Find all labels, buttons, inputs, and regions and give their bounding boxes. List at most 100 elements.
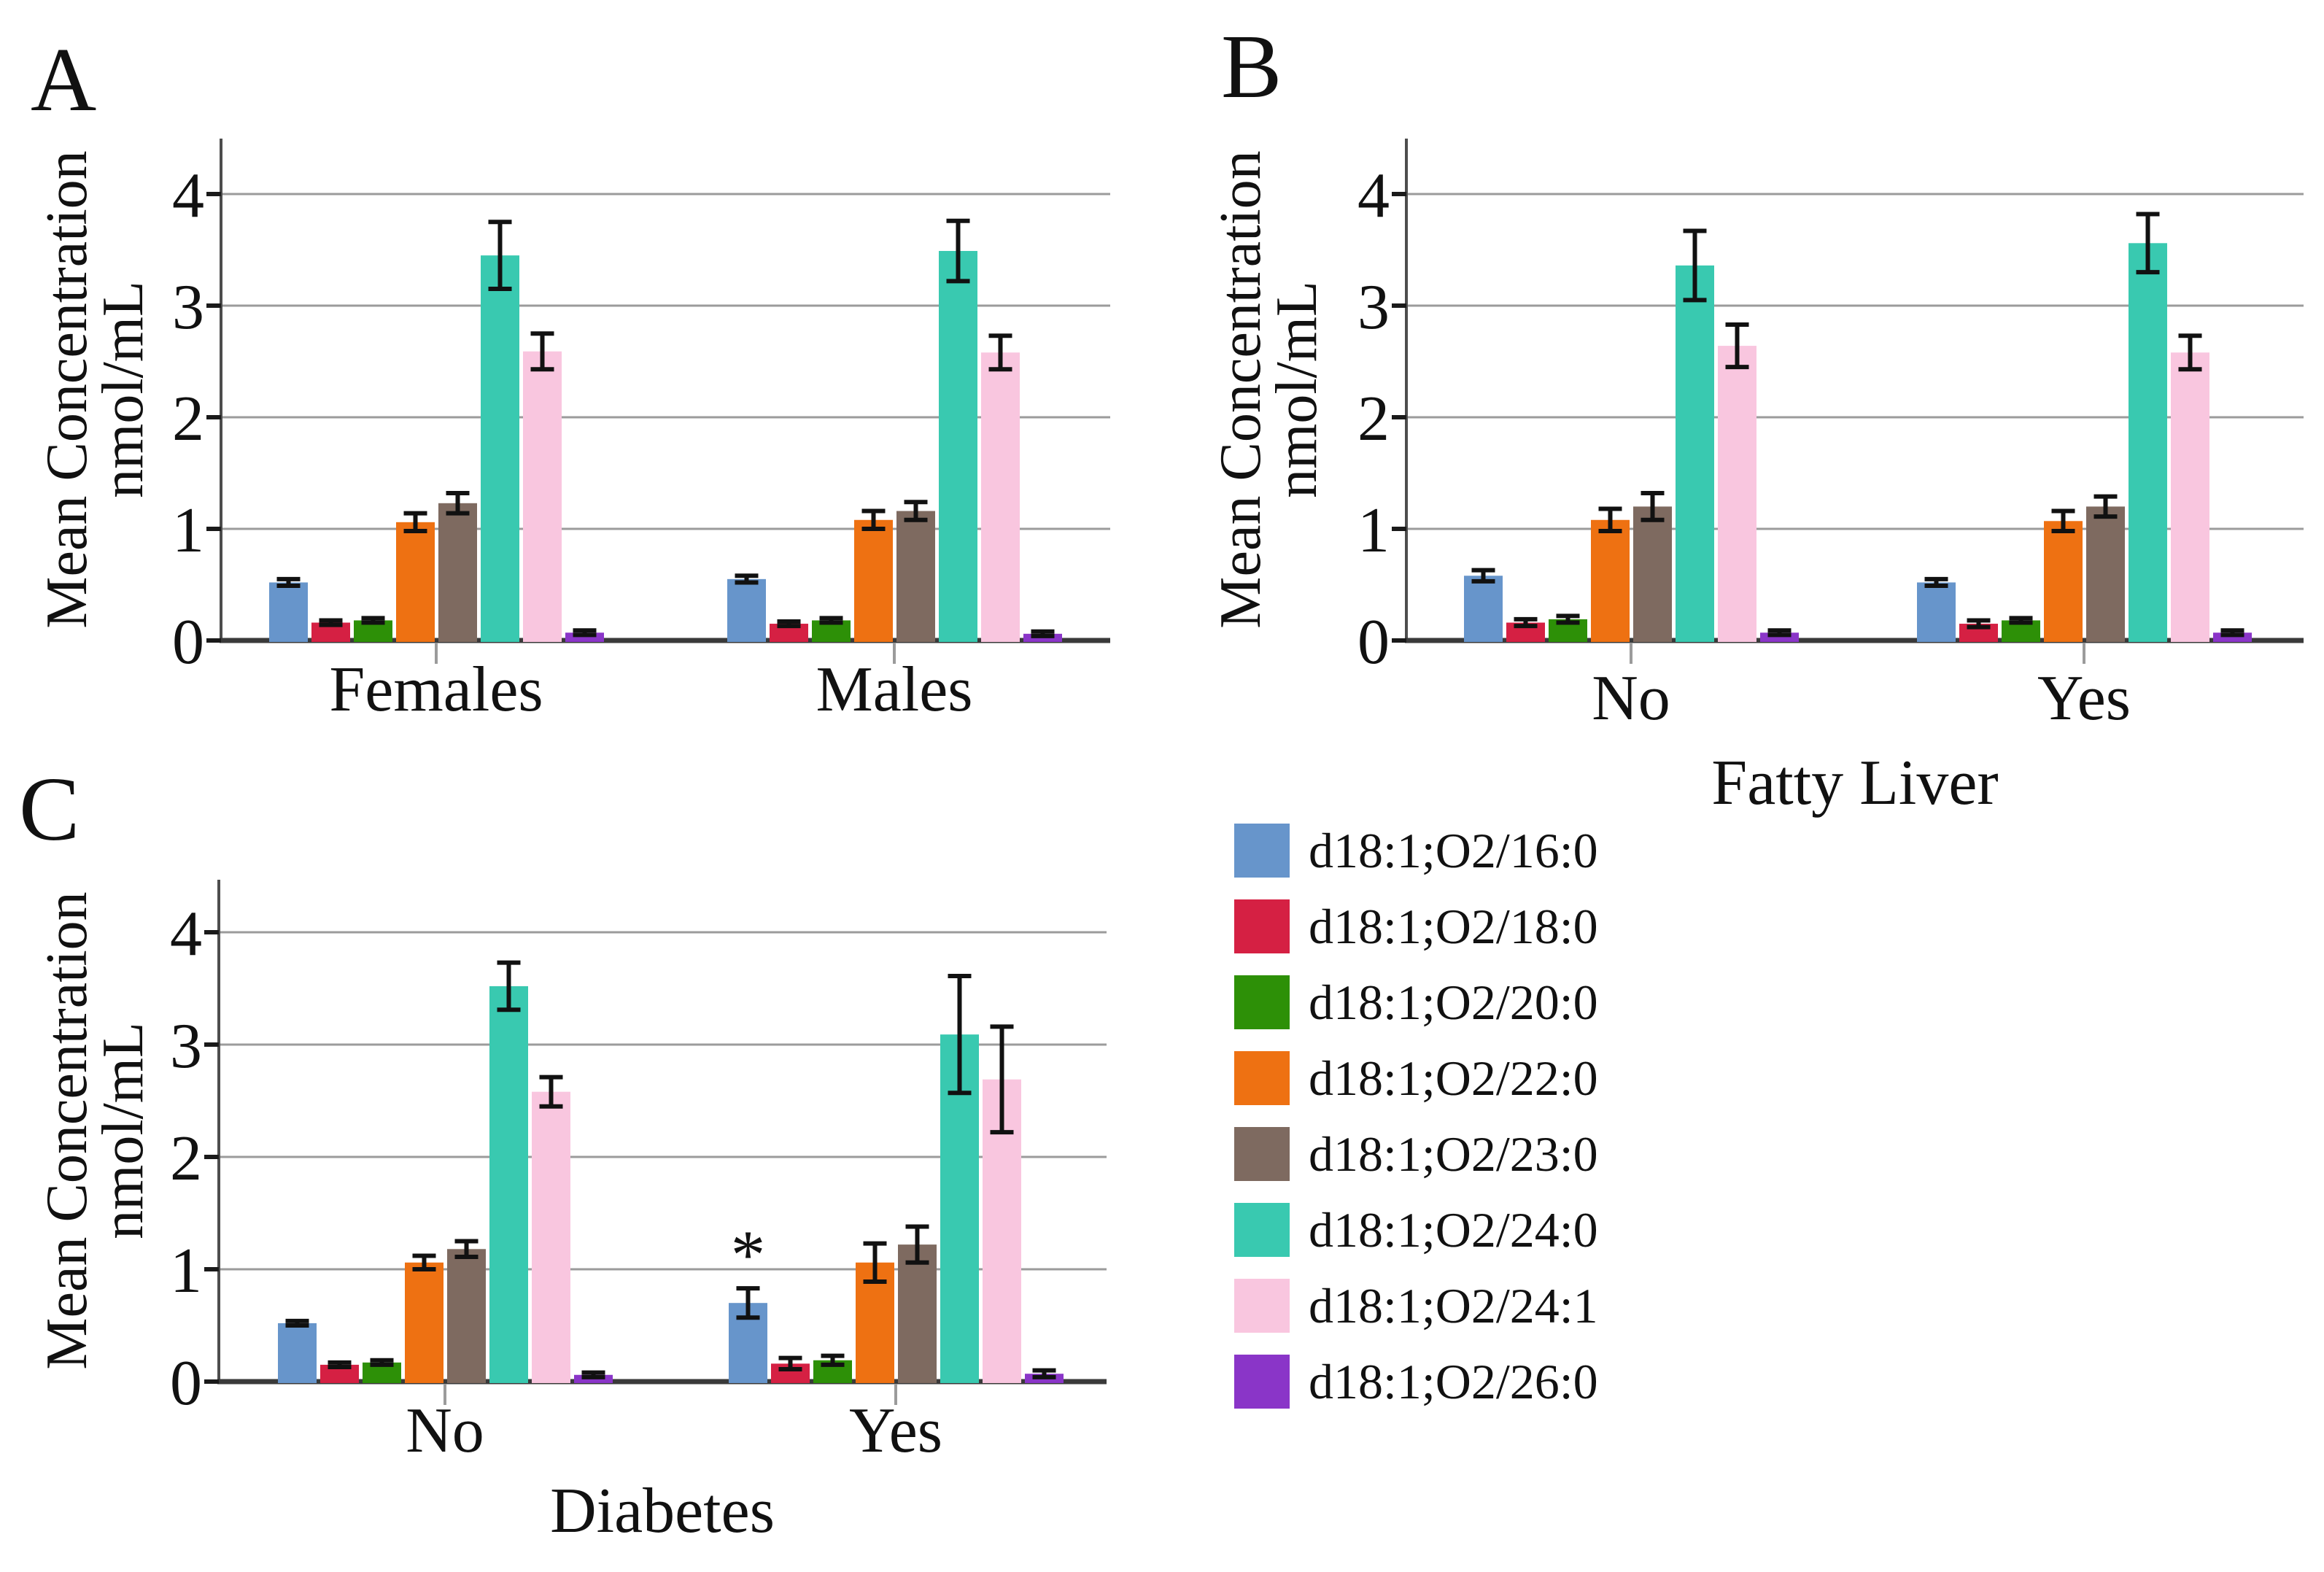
- y-tick-label-1: 1: [172, 495, 204, 566]
- error-bar: [1471, 568, 1495, 584]
- bar-b-no-s4: [1633, 506, 1672, 642]
- bar-b-no-s3: [1591, 519, 1630, 642]
- bar-a-females-s5: [481, 255, 519, 642]
- bar-b-yes-s0: [1917, 582, 1956, 642]
- bar-c-no-s0: [278, 1323, 317, 1383]
- bar-b-yes-s6: [2171, 352, 2209, 642]
- legend-swatch: [1234, 1127, 1290, 1181]
- panel-c-chart: 0 1 2 3 4 No Yes Diabetes Mean Concentrationnmol…: [35, 880, 1107, 1546]
- category-label-females: Females: [329, 654, 543, 725]
- error-bar: [446, 491, 470, 516]
- error-bar: [2093, 494, 2118, 519]
- error-bar: [990, 1024, 1014, 1135]
- legend-item-2: d18:1;O2/20:0: [1234, 975, 1598, 1029]
- error-bar: [1032, 1368, 1056, 1379]
- category-label-no: No: [1592, 663, 1670, 734]
- category-label-no: No: [406, 1395, 484, 1466]
- bar-a-males-s6: [981, 352, 1020, 642]
- category-label-males: Males: [816, 654, 972, 725]
- y-axis-label-line2: nmol/mL: [91, 281, 155, 498]
- y-tick-label-3: 3: [170, 1011, 202, 1082]
- error-bar: [777, 619, 801, 629]
- panel-a-chart: 0 1 2 3 4 Females Males Mean Concentrationnmol/…: [35, 139, 1110, 725]
- error-bar: [581, 1370, 605, 1379]
- legend-swatch: [1234, 1203, 1290, 1257]
- error-bar: [1641, 491, 1665, 522]
- y-tick-label-4: 4: [1357, 160, 1390, 231]
- legend-item-6: d18:1;O2/24:1: [1234, 1279, 1598, 1333]
- bar-a-males-s3: [854, 519, 893, 642]
- legend-item-0: d18:1;O2/16:0: [1234, 824, 1598, 878]
- y-tick-label-2: 2: [170, 1123, 202, 1194]
- legend: d18:1;O2/16:0 d18:1;O2/18:0 d18:1;O2/20:0 d…: [1234, 824, 1598, 1430]
- y-tick-label-3: 3: [172, 272, 204, 343]
- legend-item-7: d18:1;O2/26:0: [1234, 1355, 1598, 1409]
- error-bar: [370, 1358, 394, 1367]
- error-bar: [863, 1241, 887, 1284]
- error-bar: [276, 576, 301, 589]
- y-tick-label-2: 2: [1357, 384, 1390, 454]
- error-bar: [861, 508, 886, 531]
- legend-label: d18:1;O2/18:0: [1309, 899, 1598, 954]
- legend-label: d18:1;O2/20:0: [1309, 975, 1598, 1030]
- legend-label: d18:1;O2/16:0: [1309, 823, 1598, 878]
- bar-a-females-s0: [269, 582, 308, 642]
- panel-c-letter: C: [19, 759, 80, 860]
- bar-c-no-s5: [489, 986, 528, 1383]
- legend-label: d18:1;O2/26:0: [1309, 1354, 1598, 1409]
- error-bar: [285, 1318, 309, 1328]
- legend-item-4: d18:1;O2/23:0: [1234, 1127, 1598, 1181]
- bar-a-males-s5: [939, 251, 977, 642]
- legend-swatch: [1234, 975, 1290, 1029]
- bar-a-males-s4: [896, 511, 935, 642]
- error-bar: [403, 511, 427, 534]
- error-bar: [1683, 228, 1707, 303]
- y-axis-label-line2: nmol/mL: [1265, 281, 1329, 498]
- bar-b-yes-s5: [2129, 243, 2167, 642]
- error-bar: [946, 218, 970, 284]
- error-bar: [2009, 616, 2033, 625]
- legend-swatch: [1234, 824, 1290, 878]
- error-bar: [1725, 322, 1749, 370]
- error-bar: [361, 616, 385, 625]
- error-bar: [328, 1360, 352, 1369]
- error-bar: [2220, 628, 2244, 638]
- error-bar: [735, 573, 759, 585]
- error-bar: [497, 960, 521, 1012]
- bar-b-yes-s4: [2086, 506, 2125, 642]
- bar-b-yes-s3: [2044, 521, 2083, 642]
- y-axis-label-line2: nmol/mL: [91, 1022, 155, 1239]
- error-bar: [488, 220, 512, 292]
- error-bar: [948, 974, 972, 1096]
- error-bar: [2178, 333, 2202, 372]
- error-bar: [1031, 629, 1055, 638]
- error-bar: [539, 1075, 563, 1109]
- category-label-yes: Yes: [849, 1395, 942, 1466]
- bar-b-no-s0: [1464, 576, 1503, 642]
- y-tick-label-4: 4: [170, 899, 202, 969]
- error-bar: [1556, 613, 1580, 625]
- error-bar: [904, 500, 928, 522]
- y-tick-label-4: 4: [172, 160, 204, 231]
- legend-swatch: [1234, 1355, 1290, 1409]
- bar-c-no-s4: [447, 1249, 486, 1383]
- error-bar: [2136, 212, 2160, 275]
- error-bar: [819, 616, 843, 625]
- legend-label: d18:1;O2/24:1: [1309, 1278, 1598, 1333]
- panel-b-chart: 0 1 2 3 4 No Yes Fatty Liver Mean Concentrationn…: [1209, 139, 2304, 818]
- error-bar: [530, 331, 554, 372]
- y-tick-label-3: 3: [1357, 272, 1390, 343]
- legend-swatch: [1234, 1279, 1290, 1333]
- y-tick-label-2: 2: [172, 384, 204, 454]
- y-tick-label-0: 0: [170, 1348, 202, 1419]
- legend-item-3: d18:1;O2/22:0: [1234, 1051, 1598, 1105]
- y-tick-label-1: 1: [1357, 495, 1390, 566]
- bar-c-no-s3: [405, 1262, 444, 1383]
- error-bar: [1967, 618, 1991, 630]
- error-bar: [736, 1286, 760, 1320]
- error-bar: [319, 618, 343, 627]
- error-bar: [573, 628, 597, 638]
- error-bar: [778, 1355, 802, 1372]
- error-bar: [988, 333, 1012, 372]
- y-axis-label-line1: Mean Concentration: [35, 150, 99, 628]
